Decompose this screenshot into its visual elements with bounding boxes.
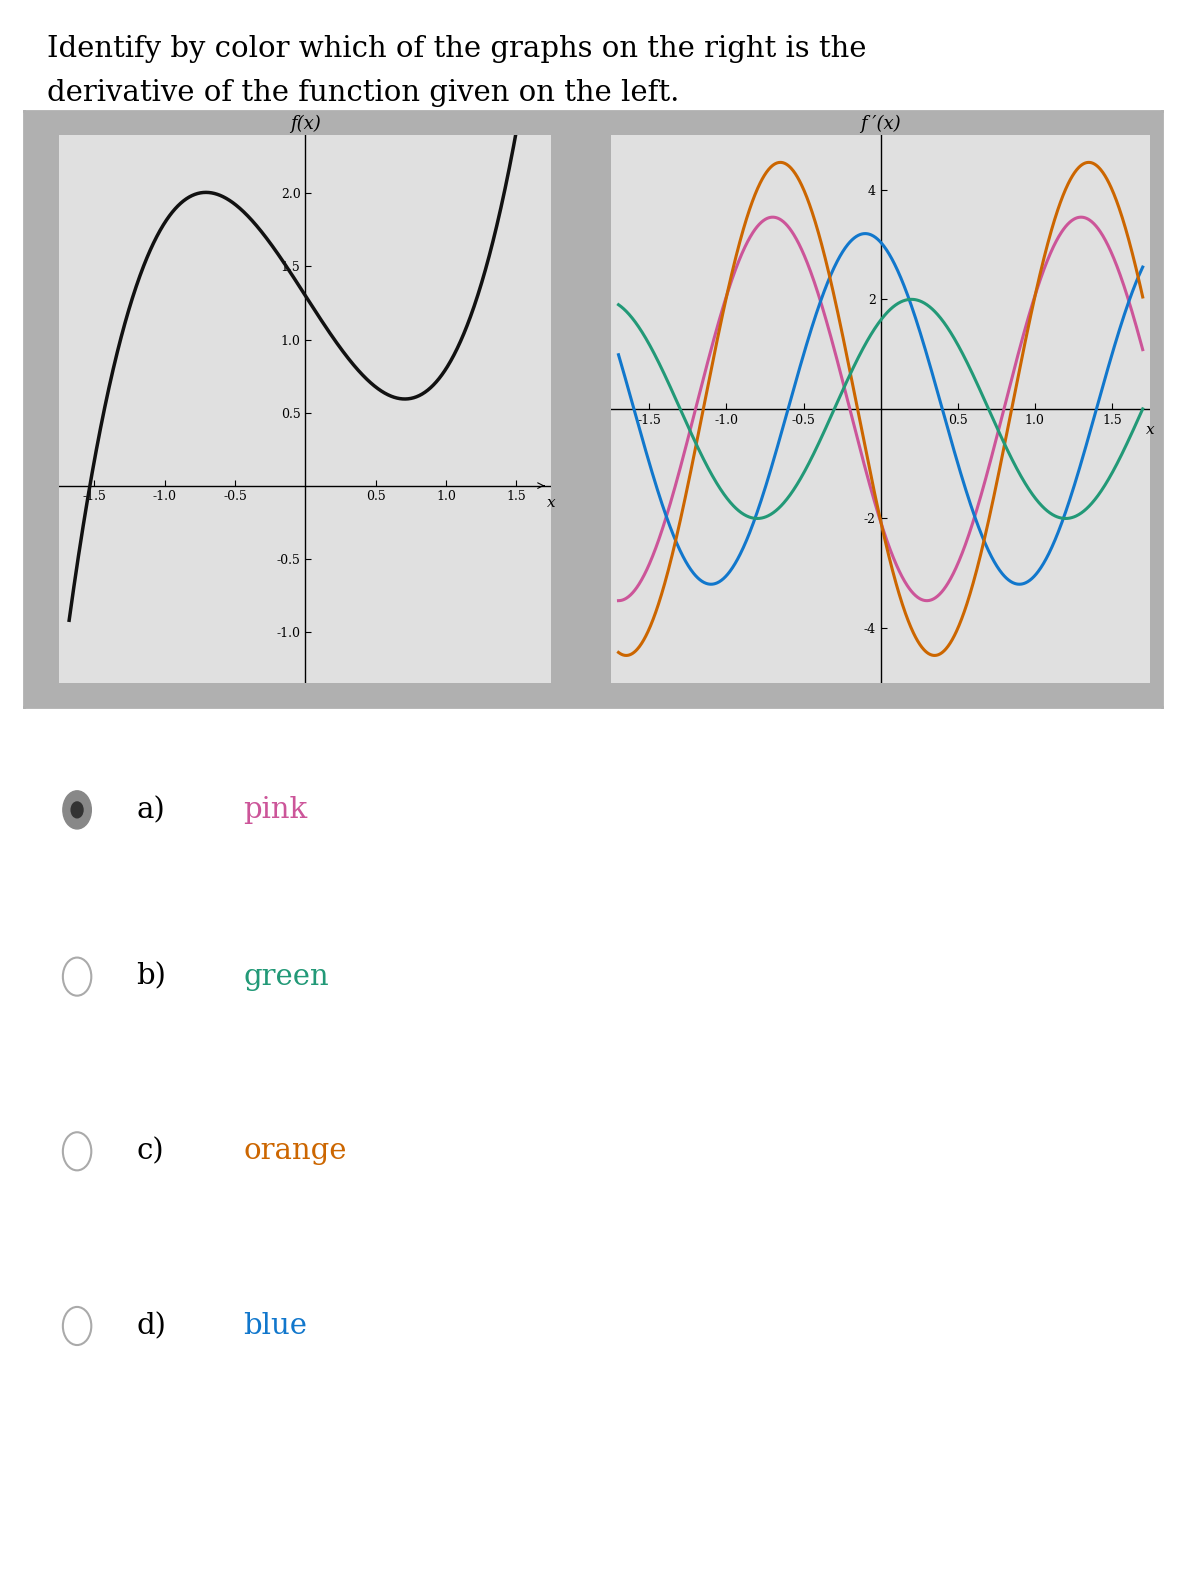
Text: b): b) xyxy=(136,962,166,991)
Text: blue: blue xyxy=(243,1312,307,1340)
Text: green: green xyxy=(243,962,329,991)
Text: x: x xyxy=(547,495,556,510)
Text: x: x xyxy=(1146,422,1154,437)
Title: f(x): f(x) xyxy=(291,116,320,133)
Text: d): d) xyxy=(136,1312,166,1340)
Title: f ′(x): f ′(x) xyxy=(860,116,901,133)
Text: a): a) xyxy=(136,796,165,824)
Text: c): c) xyxy=(136,1137,164,1166)
Text: orange: orange xyxy=(243,1137,346,1166)
Text: pink: pink xyxy=(243,796,307,824)
Text: derivative of the function given on the left.: derivative of the function given on the … xyxy=(47,79,680,108)
Text: Identify by color which of the graphs on the right is the: Identify by color which of the graphs on… xyxy=(47,35,867,64)
